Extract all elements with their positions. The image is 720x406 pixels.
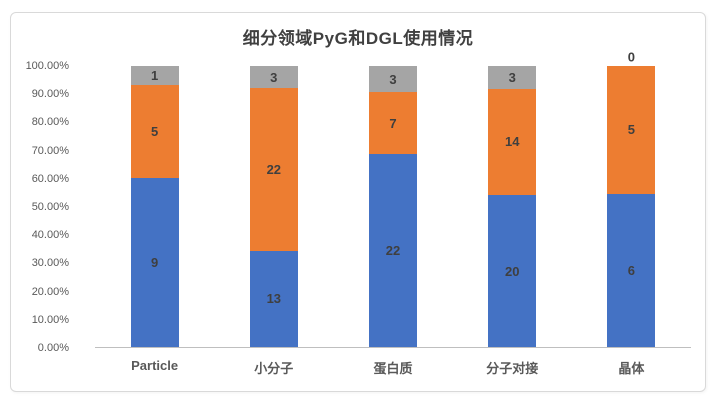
bar-stack: 6 5 0 bbox=[607, 51, 656, 347]
data-label: 20 bbox=[504, 263, 520, 279]
bar-stack: 20 14 3 bbox=[488, 66, 537, 347]
bar-segment-blue: 6 bbox=[607, 193, 656, 347]
category-label: 蛋白质 bbox=[373, 361, 413, 376]
bar-segment-orange: 7 bbox=[369, 92, 417, 154]
y-axis: 100.00% 90.00% 80.00% 70.00% 60.00% 50.00% 40.… bbox=[19, 60, 69, 354]
bar-stack: 13 22 3 bbox=[249, 66, 298, 347]
bar-segment-gray: 1 bbox=[130, 66, 179, 85]
chart-title: 细分领域PyG和DGL使用情况 bbox=[242, 29, 474, 48]
bar-segment-blue: 22 bbox=[369, 153, 417, 347]
data-label: 1 bbox=[150, 67, 159, 83]
data-label: 14 bbox=[504, 134, 520, 150]
chart-region: 100.00% 90.00% 80.00% 70.00% 60.00% 50.00% 40.… bbox=[19, 51, 691, 389]
y-axis-tick-label: 100.00% bbox=[25, 60, 69, 72]
data-label: 3 bbox=[389, 71, 397, 87]
data-label: 13 bbox=[266, 291, 282, 307]
bar-segment-gray: 3 bbox=[488, 66, 537, 89]
plot-wrap: 9 5 1 13 22 3 22 7 3 20 14 3 6 5 0 Particle 小分子 蛋白质 分子对接 晶… bbox=[95, 51, 691, 389]
data-label: 0 bbox=[627, 49, 636, 65]
chart-card: 细分领域PyG和DGL使用情况 100.00% 90.00% 80.00% 70.00… bbox=[10, 12, 706, 392]
category-label: 小分子 bbox=[254, 361, 294, 376]
data-label: 5 bbox=[627, 122, 636, 138]
bar-slot: 20 14 3 bbox=[453, 66, 572, 347]
bar-segment-blue: 20 bbox=[488, 195, 537, 347]
bar-segment-blue: 9 bbox=[130, 178, 179, 347]
y-axis-tick-label: 0.00% bbox=[37, 342, 69, 354]
y-axis-tick-label: 10.00% bbox=[31, 313, 69, 326]
bar-segment-orange: 5 bbox=[607, 66, 656, 194]
bar-segment-blue: 13 bbox=[249, 250, 298, 347]
data-label: 22 bbox=[385, 242, 401, 258]
y-axis-tick-label: 30.00% bbox=[31, 257, 69, 270]
bar-slot: 13 22 3 bbox=[214, 66, 333, 347]
data-label: 7 bbox=[389, 115, 397, 131]
data-label: 22 bbox=[266, 162, 282, 178]
bar-segment-orange: 22 bbox=[249, 88, 298, 251]
bar-stack: 9 5 1 bbox=[130, 66, 179, 347]
y-axis-tick-label: 40.00% bbox=[31, 229, 69, 242]
bar-segment-orange: 5 bbox=[130, 84, 179, 179]
data-label: 3 bbox=[508, 69, 516, 85]
y-axis-tick-label: 20.00% bbox=[31, 285, 69, 298]
bar-stack: 22 7 3 bbox=[369, 66, 417, 347]
y-axis-tick-label: 60.00% bbox=[31, 172, 69, 185]
data-label: 5 bbox=[150, 124, 159, 140]
bar-slot: 9 5 1 bbox=[95, 66, 214, 347]
bar-segment-gray: 3 bbox=[249, 66, 298, 89]
data-label: 6 bbox=[627, 262, 636, 278]
plot-area: 9 5 1 13 22 3 22 7 3 20 14 3 6 5 0 bbox=[95, 51, 691, 348]
category-label: 晶体 bbox=[618, 361, 645, 376]
data-label: 3 bbox=[270, 69, 278, 85]
y-axis-tick-label: 80.00% bbox=[31, 116, 69, 129]
bar-slot: 22 7 3 bbox=[333, 66, 452, 347]
category-axis: Particle 小分子 蛋白质 分子对接 晶体 bbox=[95, 348, 691, 389]
y-axis-tick-label: 70.00% bbox=[31, 144, 69, 157]
data-label: 9 bbox=[150, 255, 159, 271]
bar-slot: 6 5 0 bbox=[572, 51, 691, 347]
bar-segment-gray: 3 bbox=[369, 66, 417, 93]
category-label: 分子对接 bbox=[486, 361, 539, 376]
category-label: Particle bbox=[131, 358, 179, 373]
y-axis-tick-label: 50.00% bbox=[31, 201, 69, 213]
y-axis-tick-label: 90.00% bbox=[31, 88, 69, 101]
bar-segment-orange: 14 bbox=[488, 88, 537, 196]
